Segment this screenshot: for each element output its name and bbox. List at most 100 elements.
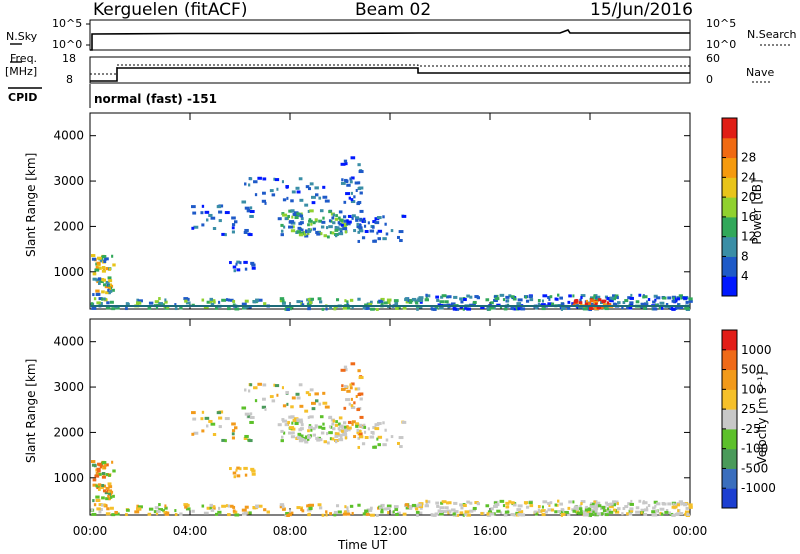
power-scatter-cell: [187, 297, 190, 301]
power-scatter-cell: [516, 302, 522, 306]
velocity-scatter-cell: [96, 467, 101, 471]
power-scatter-cell: [148, 301, 154, 305]
freq-panel-frame: [89, 56, 691, 84]
velocity-scatter-cell: [395, 512, 399, 516]
velocity-scatter-cell: [396, 511, 401, 515]
velocity-scatter-cell: [343, 406, 347, 410]
power-scatter-cell: [602, 303, 607, 307]
velocity-scatter-cell: [249, 412, 253, 416]
velocity-scatter-cell: [643, 512, 647, 516]
velocity-scatter-cell: [258, 504, 263, 508]
power-scatter-cell: [243, 305, 248, 309]
power-scatter-cell: [330, 219, 333, 223]
power-colorbar-segment: [722, 197, 737, 218]
velocity-scatter-cell: [234, 426, 238, 430]
power-colorbar-segment: [722, 256, 737, 277]
velocity-scatter-cell: [490, 507, 494, 511]
power-scatter-cell: [335, 214, 338, 218]
power-scatter-cell: [299, 228, 304, 232]
power-scatter-cell: [254, 193, 258, 197]
velocity-scatter-cell: [346, 508, 349, 512]
velocity-scatter-cell: [276, 393, 279, 397]
power-scatter-cell: [107, 288, 110, 292]
velocity-scatter-cell: [380, 510, 384, 514]
power-ytick-label: 4000: [53, 129, 84, 143]
power-scatter-cell: [203, 305, 209, 309]
velocity-scatter-cell: [472, 506, 477, 510]
velocity-scatter-cell: [588, 512, 594, 516]
power-scatter-cell: [450, 302, 456, 306]
velocity-scatter-cell: [308, 507, 313, 511]
velocity-scatter-cell: [485, 504, 490, 508]
power-scatter-cell: [318, 219, 323, 223]
xtick-label: 08:00: [273, 524, 308, 538]
velocity-scatter-cell: [106, 507, 110, 511]
velocity-scatter-cell: [529, 504, 534, 508]
velocity-scatter-cell: [236, 466, 240, 470]
power-scatter-cell: [387, 300, 391, 304]
velocity-scatter-cell: [324, 405, 330, 409]
velocity-scatter-cell: [346, 428, 351, 432]
power-scatter-cell: [99, 259, 105, 263]
velocity-scatter-cell: [101, 472, 106, 476]
velocity-scatter-cell: [418, 511, 423, 515]
velocity-scatter-cell: [603, 512, 606, 516]
velocity-scatter-cell: [554, 503, 558, 507]
velocity-scatter-cell: [353, 401, 356, 405]
velocity-scatter-cell: [232, 471, 237, 475]
velocity-scatter-cell: [493, 505, 498, 509]
velocity-colorbar-frame: [721, 329, 738, 509]
velocity-scatter-cell: [376, 437, 379, 441]
velocity-scatter-cell: [248, 511, 252, 515]
velocity-scatter-cell: [229, 504, 234, 508]
velocity-scatter-cell: [244, 434, 249, 438]
velocity-scatter-cell: [600, 512, 604, 516]
power-scatter-cell: [95, 278, 100, 282]
velocity-scatter-cell: [334, 432, 340, 436]
power-scatter-cell: [359, 224, 362, 228]
velocity-scatter-cell: [440, 501, 444, 505]
power-scatter-cell: [513, 307, 518, 311]
power-scatter-cell: [678, 294, 683, 298]
velocity-scatter-cell: [153, 510, 159, 514]
velocity-scatter-cell: [350, 382, 355, 386]
velocity-scatter-cell: [568, 500, 572, 504]
velocity-scatter-cell: [269, 395, 274, 399]
power-scatter-cell: [652, 307, 658, 311]
velocity-scatter-cell: [617, 507, 621, 511]
velocity-scatter-cell: [299, 434, 304, 438]
power-scatter-cell: [280, 223, 284, 227]
power-scatter-cell: [287, 214, 290, 218]
velocity-scatter-cell: [294, 422, 299, 426]
velocity-scatter-cell: [291, 421, 294, 425]
velocity-scatter-cell: [653, 500, 658, 504]
power-scatter-cell: [365, 306, 370, 310]
power-scatter-cell: [174, 307, 178, 311]
nsearch-label: N.Search: [747, 28, 797, 41]
power-scatter-cell: [683, 296, 688, 300]
power-scatter-cell: [191, 205, 196, 209]
velocity-scatter-cell: [375, 513, 379, 517]
power-scatter-cell: [525, 299, 530, 303]
velocity-scatter-cell: [549, 501, 553, 505]
velocity-scatter-cell: [344, 505, 347, 509]
power-scatter-cell: [469, 295, 473, 299]
power-scatter-cell: [418, 305, 423, 309]
velocity-scatter-cell: [516, 508, 522, 512]
nave-tick-bottom: 0: [706, 73, 713, 86]
velocity-scatter-cell: [227, 513, 231, 517]
power-scatter-cell: [323, 234, 327, 238]
velocity-colorbar-label: Velocity [m s⁻¹]: [755, 371, 769, 465]
velocity-scatter-cell: [450, 508, 456, 512]
velocity-scatter-cell: [94, 474, 100, 478]
power-scatter-cell: [383, 301, 388, 305]
power-scatter-cell: [282, 301, 286, 305]
velocity-colorbar-segment: [722, 428, 737, 450]
power-scatter-cell: [300, 302, 303, 306]
velocity-scatter-cell: [243, 466, 248, 470]
power-scatter-cell: [209, 300, 213, 304]
power-scatter-cell: [609, 296, 614, 300]
power-scatter-cell: [357, 297, 361, 301]
power-colorbar-segment: [722, 236, 737, 257]
power-scatter-cell: [104, 257, 107, 261]
